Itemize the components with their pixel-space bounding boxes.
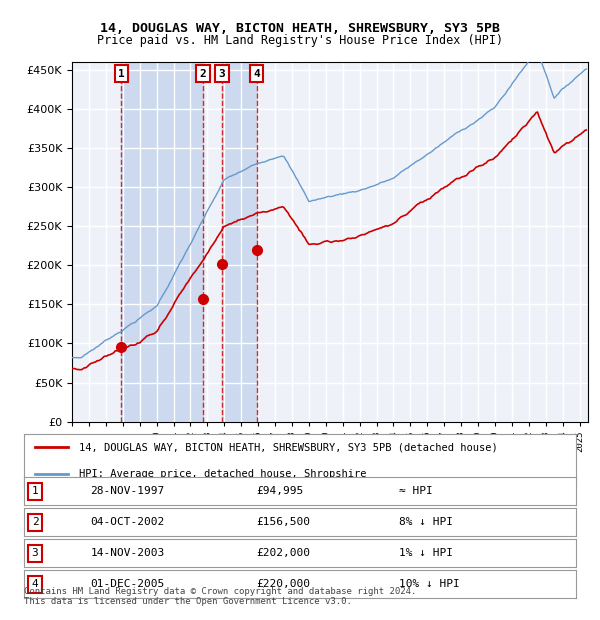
Text: 2: 2 bbox=[200, 69, 206, 79]
Text: 4: 4 bbox=[32, 579, 38, 590]
Text: 3: 3 bbox=[32, 548, 38, 559]
Text: 4: 4 bbox=[253, 69, 260, 79]
Text: 3: 3 bbox=[218, 69, 226, 79]
Text: HPI: Average price, detached house, Shropshire: HPI: Average price, detached house, Shro… bbox=[79, 469, 367, 479]
Text: 8% ↓ HPI: 8% ↓ HPI bbox=[400, 517, 454, 528]
Text: £156,500: £156,500 bbox=[256, 517, 310, 528]
Text: 01-DEC-2005: 01-DEC-2005 bbox=[90, 579, 164, 590]
Text: 28-NOV-1997: 28-NOV-1997 bbox=[90, 486, 164, 497]
Text: 1% ↓ HPI: 1% ↓ HPI bbox=[400, 548, 454, 559]
Text: ≈ HPI: ≈ HPI bbox=[400, 486, 433, 497]
Text: 2: 2 bbox=[32, 517, 38, 528]
Text: 1: 1 bbox=[118, 69, 125, 79]
Text: £220,000: £220,000 bbox=[256, 579, 310, 590]
Text: 04-OCT-2002: 04-OCT-2002 bbox=[90, 517, 164, 528]
Text: Contains HM Land Registry data © Crown copyright and database right 2024.
This d: Contains HM Land Registry data © Crown c… bbox=[24, 587, 416, 606]
Bar bbox=[222, 62, 257, 422]
Text: 14, DOUGLAS WAY, BICTON HEATH, SHREWSBURY, SY3 5PB: 14, DOUGLAS WAY, BICTON HEATH, SHREWSBUR… bbox=[100, 22, 500, 35]
Text: £202,000: £202,000 bbox=[256, 548, 310, 559]
Text: £94,995: £94,995 bbox=[256, 486, 303, 497]
Text: 14-NOV-2003: 14-NOV-2003 bbox=[90, 548, 164, 559]
Text: 14, DOUGLAS WAY, BICTON HEATH, SHREWSBURY, SY3 5PB (detached house): 14, DOUGLAS WAY, BICTON HEATH, SHREWSBUR… bbox=[79, 442, 498, 452]
Text: Price paid vs. HM Land Registry's House Price Index (HPI): Price paid vs. HM Land Registry's House … bbox=[97, 34, 503, 47]
Bar bbox=[121, 62, 203, 422]
Text: 10% ↓ HPI: 10% ↓ HPI bbox=[400, 579, 460, 590]
Text: 1: 1 bbox=[32, 486, 38, 497]
